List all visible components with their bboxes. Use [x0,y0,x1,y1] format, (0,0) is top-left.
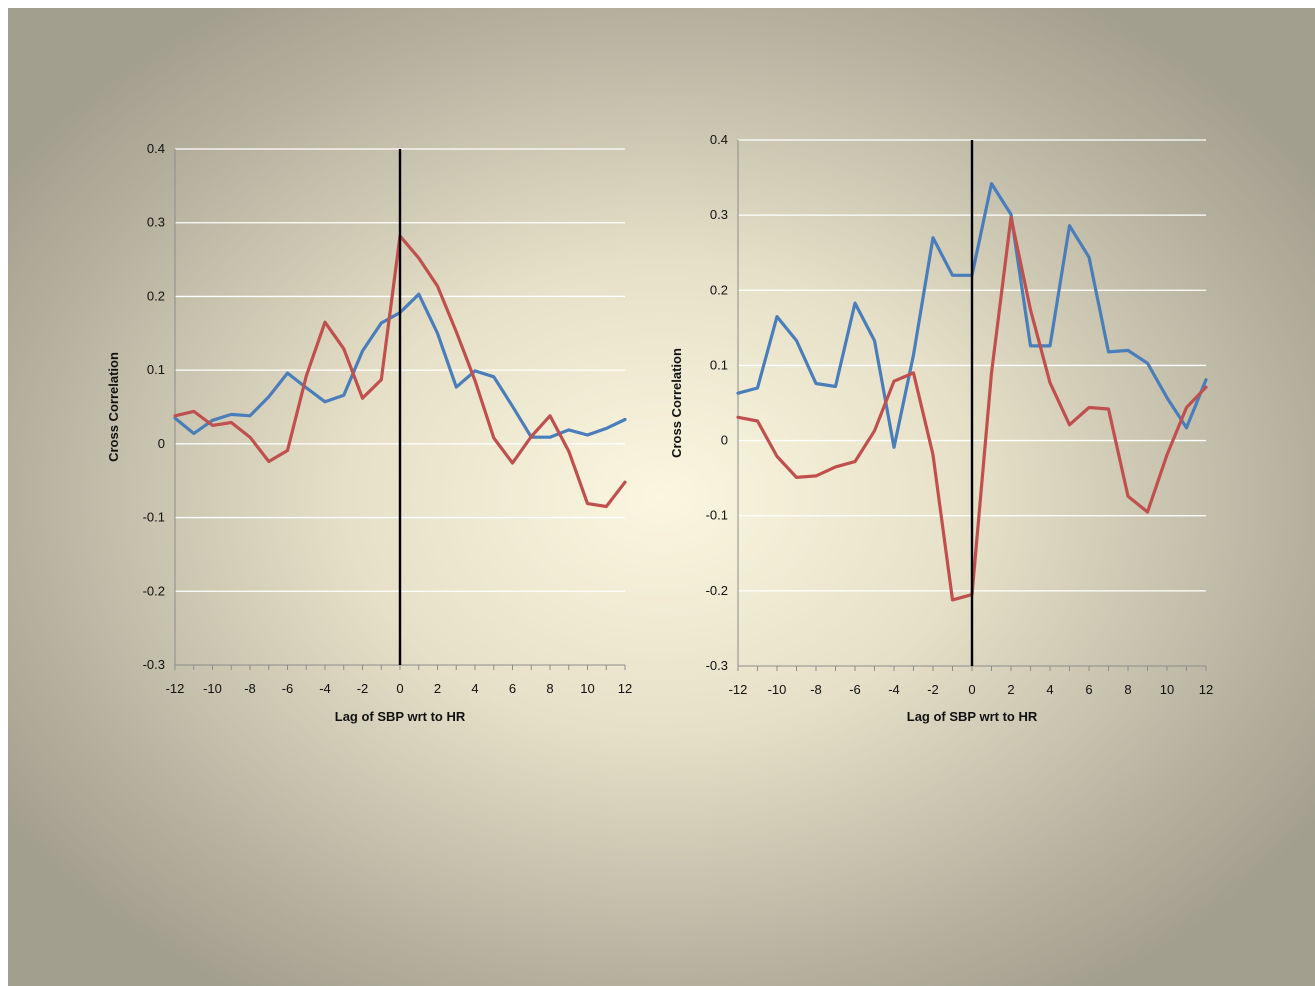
y-tick-label: -0.1 [706,508,728,523]
y-tick-label: 0 [158,436,165,451]
y-tick-label: -0.3 [706,658,728,673]
x-tick-label: -10 [203,681,222,696]
y-tick-label: 0.2 [710,282,728,297]
x-tick-label: 0 [968,682,975,697]
x-tick-label: -4 [888,682,900,697]
x-tick-label: -2 [357,681,369,696]
y-tick-label: 0.1 [710,357,728,372]
y-axis-title: Cross Correlation [669,348,684,458]
x-tick-label: 2 [1007,682,1014,697]
x-tick-label: 8 [1124,682,1131,697]
charts-canvas: -0.3 -0.2 -0.1 0 0.1 0.2 0.3 0.4 -12 -10 -8 -6 -4 -2 0… [106,132,1213,724]
y-tick-label: 0.3 [147,215,165,230]
y-tick-label: -0.3 [143,657,165,672]
x-tick-label: 12 [1199,682,1213,697]
x-tick-label: 0 [396,681,403,696]
x-tick-label: 6 [509,681,516,696]
x-tick-label: 2 [434,681,441,696]
x-tick-label: -8 [810,682,822,697]
x-tick-label: -12 [166,681,185,696]
y-tick-label: -0.2 [143,583,165,598]
x-tick-label: 4 [471,681,478,696]
x-tick-label: -6 [282,681,294,696]
y-tick-label: 0 [721,433,728,448]
x-tick-label: -12 [729,682,748,697]
x-tick-label: -10 [768,682,787,697]
x-tick-label: 8 [546,681,553,696]
y-tick-label: 0.3 [710,207,728,222]
x-tick-label: 6 [1085,682,1092,697]
x-tick-label: 10 [1160,682,1174,697]
x-tick-label: -2 [927,682,939,697]
x-tick-label: 10 [580,681,594,696]
chart-1: -0.3 -0.2 -0.1 0 0.1 0.2 0.3 0.4 -12 -10 -8 -6 -4 -2 0… [106,141,632,724]
y-tick-label: 0.1 [147,362,165,377]
x-tick-label: -8 [244,681,256,696]
y-tick-label: 0.2 [147,288,165,303]
x-axis-title: Lag of SBP wrt to HR [335,709,466,724]
y-tick-label: -0.1 [143,510,165,525]
slide-background: -0.3 -0.2 -0.1 0 0.1 0.2 0.3 0.4 -12 -10 -8 -6 -4 -2 0… [8,8,1315,986]
y-tick-label: 0.4 [147,141,165,156]
x-axis-title: Lag of SBP wrt to HR [907,709,1038,724]
y-tick-label: 0.4 [710,132,728,147]
chart-2: -0.3 -0.2 -0.1 0 0.1 0.2 0.3 0.4 -12 -10 -8 -6 -4 -2 0… [669,132,1213,724]
y-tick-label: -0.2 [706,583,728,598]
x-tick-label: -4 [319,681,331,696]
y-axis-title: Cross Correlation [106,352,121,462]
x-tick-label: -6 [849,682,861,697]
x-tick-label: 12 [618,681,632,696]
x-tick-label: 4 [1046,682,1053,697]
